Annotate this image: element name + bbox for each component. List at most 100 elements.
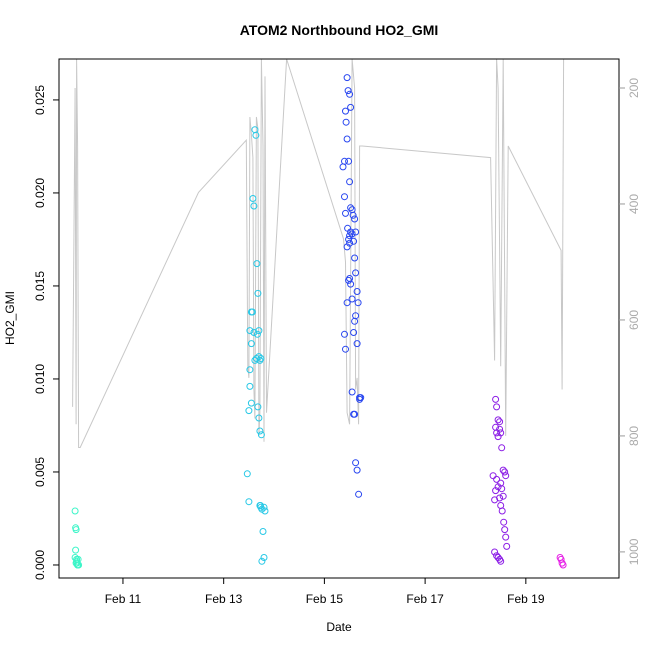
data-point: [255, 353, 263, 361]
data-point: [344, 87, 352, 95]
data-point: [257, 431, 265, 439]
data-point: [496, 425, 504, 433]
data-point: [499, 492, 507, 500]
x-tick-label: Feb 19: [507, 592, 545, 606]
data-point: [341, 330, 348, 338]
data-point: [355, 490, 363, 498]
data-point: [72, 559, 80, 567]
data-point: [351, 254, 359, 262]
data-point: [346, 239, 354, 247]
data-point: [253, 330, 261, 338]
x-tick-label: Feb 11: [105, 592, 142, 606]
y2-tick-label: 400: [627, 194, 641, 214]
data-point: [243, 470, 251, 478]
points-layer: [71, 74, 567, 569]
data-point: [353, 466, 361, 474]
x-axis: Feb 11 Feb 13 Feb 15 Feb 17 Feb 19: [105, 578, 545, 606]
data-point: [350, 329, 358, 336]
data-point: [342, 118, 350, 126]
y-tick-label: 0.025: [33, 85, 47, 115]
data-point: [499, 466, 507, 474]
data-point: [247, 399, 255, 407]
data-point: [498, 485, 506, 493]
data-point: [346, 90, 354, 98]
data-point: [352, 269, 360, 277]
data-point: [494, 433, 502, 441]
data-point: [356, 394, 364, 402]
pressure-line-layer: [72, 58, 565, 448]
y2-tick-label: 600: [627, 310, 641, 330]
data-point: [252, 131, 260, 139]
data-point: [248, 308, 256, 316]
data-point: [501, 468, 509, 476]
data-point: [341, 193, 348, 201]
data-point: [353, 340, 361, 348]
data-point: [348, 230, 356, 238]
data-point: [247, 340, 255, 348]
data-point: [352, 228, 360, 236]
data-point: [72, 546, 80, 554]
data-point: [256, 427, 264, 435]
data-point: [342, 345, 349, 353]
data-point: [254, 289, 262, 297]
data-point: [260, 503, 268, 511]
data-point: [254, 403, 262, 411]
y2-tick-label: 1000: [627, 538, 641, 565]
data-point: [346, 178, 354, 186]
data-point: [497, 557, 505, 565]
y2-tick-label: 200: [627, 78, 641, 98]
data-point: [347, 103, 355, 111]
y-axis-label: HO2_GMI: [3, 291, 17, 345]
data-point: [348, 388, 356, 396]
data-point: [245, 407, 253, 415]
data-point: [352, 459, 360, 467]
data-point: [498, 444, 506, 452]
y-tick-label: 0.005: [33, 457, 47, 487]
data-point: [343, 74, 351, 82]
data-point: [341, 157, 348, 165]
x-tick-label: Feb 13: [205, 592, 243, 606]
data-point: [496, 494, 504, 502]
data-point: [353, 288, 361, 295]
y-tick-label: 0.020: [33, 178, 47, 208]
data-point: [493, 475, 501, 483]
y2-axis: 200 400 600 800 1000: [619, 78, 641, 565]
data-point: [489, 472, 497, 480]
data-point: [351, 410, 359, 418]
data-point: [347, 280, 355, 288]
data-point: [253, 260, 261, 268]
data-point: [259, 528, 267, 535]
data-point: [345, 157, 353, 165]
data-point: [256, 502, 264, 509]
data-point: [343, 299, 351, 307]
data-point: [349, 211, 357, 219]
data-point: [496, 418, 504, 426]
pressure-line: [72, 58, 565, 448]
y2-tick-label: 800: [627, 426, 641, 446]
data-point: [354, 299, 362, 307]
y-tick-label: 0.015: [33, 271, 47, 301]
data-point: [494, 483, 502, 491]
data-point: [249, 195, 257, 202]
data-point: [493, 403, 501, 411]
data-point: [246, 366, 254, 374]
data-point: [559, 561, 567, 569]
plot-frame: [58, 58, 620, 579]
data-point: [246, 327, 254, 335]
data-point: [251, 356, 259, 364]
data-point: [501, 526, 509, 534]
data-point: [257, 355, 265, 362]
data-point: [494, 416, 502, 424]
data-point: [250, 202, 258, 210]
x-tick-label: Feb 15: [306, 592, 344, 606]
data-point: [343, 135, 351, 143]
y-tick-label: 0.010: [33, 364, 47, 394]
data-point: [245, 498, 253, 506]
data-point: [351, 215, 359, 223]
data-point: [250, 329, 258, 336]
y-tick-label: 0.000: [33, 550, 47, 580]
data-point: [72, 526, 80, 534]
data-point: [342, 209, 349, 217]
